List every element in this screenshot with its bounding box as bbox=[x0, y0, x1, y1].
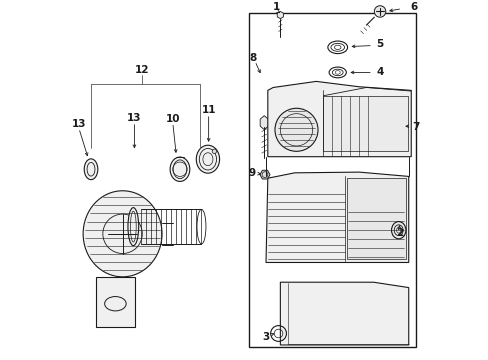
Ellipse shape bbox=[196, 145, 219, 173]
Text: 12: 12 bbox=[135, 64, 149, 75]
Text: 11: 11 bbox=[201, 105, 215, 115]
Bar bbox=[346, 178, 405, 259]
Text: 10: 10 bbox=[165, 114, 180, 124]
Ellipse shape bbox=[128, 208, 139, 246]
Text: 3: 3 bbox=[262, 332, 269, 342]
Text: 4: 4 bbox=[376, 67, 383, 77]
Circle shape bbox=[212, 149, 216, 153]
Text: 13: 13 bbox=[127, 113, 142, 123]
Ellipse shape bbox=[170, 157, 189, 181]
Polygon shape bbox=[260, 170, 269, 179]
Text: 1: 1 bbox=[273, 2, 280, 12]
Ellipse shape bbox=[84, 159, 98, 180]
Polygon shape bbox=[96, 277, 135, 327]
Polygon shape bbox=[265, 172, 408, 262]
Text: 5: 5 bbox=[376, 40, 383, 49]
Text: 7: 7 bbox=[411, 122, 418, 132]
Circle shape bbox=[274, 108, 317, 151]
Bar bbox=[323, 96, 407, 151]
Text: 6: 6 bbox=[409, 2, 417, 12]
Polygon shape bbox=[277, 12, 283, 19]
Circle shape bbox=[373, 6, 385, 17]
Text: 8: 8 bbox=[248, 53, 256, 63]
Polygon shape bbox=[267, 81, 410, 157]
Bar bbox=[248, 13, 415, 347]
Polygon shape bbox=[280, 282, 408, 345]
Text: 13: 13 bbox=[71, 120, 86, 130]
Polygon shape bbox=[260, 116, 268, 130]
Text: 9: 9 bbox=[247, 168, 255, 178]
Ellipse shape bbox=[83, 191, 162, 277]
Text: 2: 2 bbox=[395, 228, 402, 238]
